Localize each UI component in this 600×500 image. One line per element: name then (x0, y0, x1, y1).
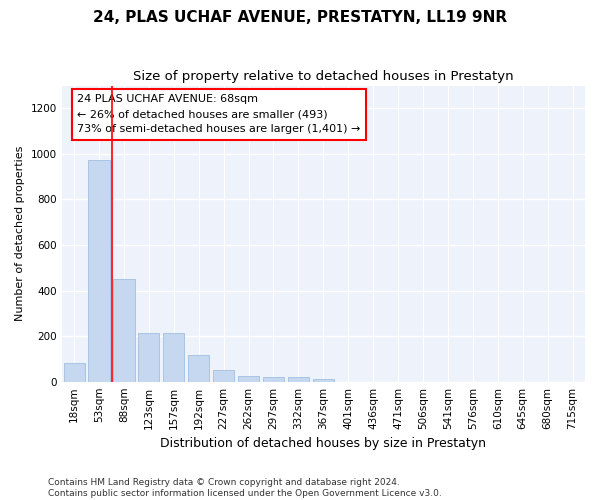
Text: Contains HM Land Registry data © Crown copyright and database right 2024.
Contai: Contains HM Land Registry data © Crown c… (48, 478, 442, 498)
Bar (188, 356, 209, 382)
Bar (213, 370, 234, 382)
Bar (288, 376, 309, 382)
Bar (238, 376, 259, 382)
Bar (313, 378, 334, 382)
Bar (163, 332, 184, 382)
Bar (64, 363, 85, 382)
Title: Size of property relative to detached houses in Prestatyn: Size of property relative to detached ho… (133, 70, 514, 83)
Y-axis label: Number of detached properties: Number of detached properties (15, 146, 25, 322)
Text: 24 PLAS UCHAF AVENUE: 68sqm
← 26% of detached houses are smaller (493)
73% of se: 24 PLAS UCHAF AVENUE: 68sqm ← 26% of det… (77, 94, 361, 134)
Bar (113, 279, 134, 382)
X-axis label: Distribution of detached houses by size in Prestatyn: Distribution of detached houses by size … (160, 437, 487, 450)
Text: 24, PLAS UCHAF AVENUE, PRESTATYN, LL19 9NR: 24, PLAS UCHAF AVENUE, PRESTATYN, LL19 9… (93, 10, 507, 25)
Bar (263, 376, 284, 382)
Bar (138, 332, 160, 382)
Bar (88, 160, 110, 382)
